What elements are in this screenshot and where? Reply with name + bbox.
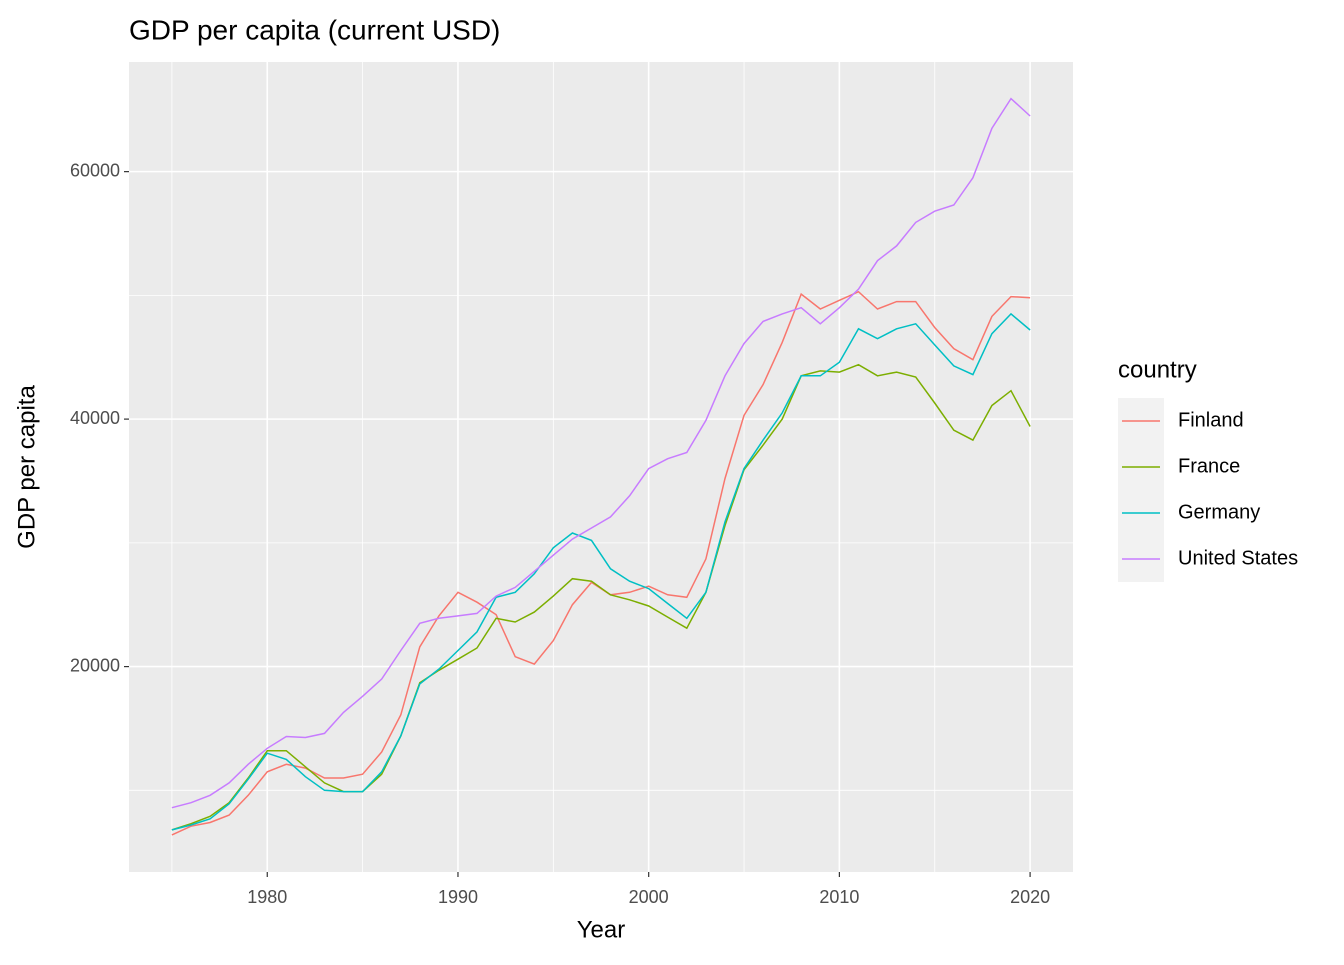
y-tick-label: 60000 bbox=[70, 160, 120, 180]
legend-label: United States bbox=[1178, 547, 1298, 569]
y-axis-title: GDP per capita bbox=[13, 385, 40, 549]
x-tick-label: 1990 bbox=[438, 887, 478, 907]
y-tick-label: 40000 bbox=[70, 408, 120, 428]
x-tick-label: 2000 bbox=[629, 887, 669, 907]
legend-label: France bbox=[1178, 455, 1240, 477]
x-axis-title: Year bbox=[577, 916, 626, 943]
legend-title: country bbox=[1118, 356, 1197, 383]
legend-label: Germany bbox=[1178, 501, 1260, 523]
x-tick-label: 1980 bbox=[247, 887, 287, 907]
x-tick-label: 2010 bbox=[819, 887, 859, 907]
y-tick-label: 20000 bbox=[70, 655, 120, 675]
chart-title: GDP per capita (current USD) bbox=[129, 14, 500, 45]
legend-label: Finland bbox=[1178, 409, 1244, 431]
series-line bbox=[171, 363, 1031, 831]
series-line bbox=[171, 97, 1031, 809]
x-tick-label: 2020 bbox=[1010, 887, 1050, 907]
series-line bbox=[171, 312, 1031, 831]
